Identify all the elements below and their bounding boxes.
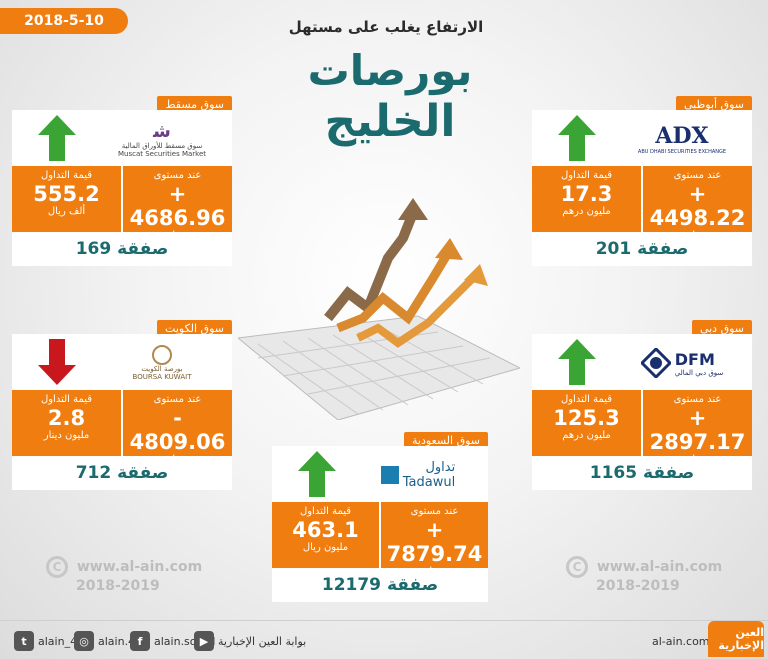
twitter-icon: t bbox=[14, 631, 34, 651]
up-arrow-icon bbox=[558, 339, 596, 385]
index-level: + 4686.96 bbox=[129, 182, 226, 230]
trade-value: 463.1 bbox=[292, 518, 359, 542]
social-twitter[interactable]: t alain_4u bbox=[14, 631, 84, 651]
market-card-kuwait: سوق الكويت بورصة الكويت BOURSA KUWAIT قي… bbox=[12, 320, 232, 490]
copyright-icon: C bbox=[46, 556, 68, 578]
index-level: + 4498.22 bbox=[649, 182, 746, 230]
facebook-icon: f bbox=[130, 631, 150, 651]
title-line-2: الخليج bbox=[324, 96, 456, 147]
points-label: نقطة bbox=[423, 566, 446, 577]
market-name: سوق السعودية bbox=[404, 432, 488, 450]
level-label: عند مستوى bbox=[153, 394, 202, 405]
value-unit: مليون ريال bbox=[302, 542, 349, 553]
down-arrow-icon bbox=[38, 339, 76, 385]
market-card-abudhabi: سوق أبوظبي ADX ABU DHABI SECURITIES EXCH… bbox=[532, 96, 752, 266]
site-url[interactable]: al-ain.com bbox=[652, 635, 710, 648]
value-label: قيمة التداول bbox=[40, 394, 93, 405]
deals-count: صفقة 712 bbox=[12, 456, 232, 490]
index-level: + 2897.17 bbox=[649, 406, 746, 454]
up-arrow-icon bbox=[38, 115, 76, 161]
dfm-logo: DFM سوق دبي المالي bbox=[622, 344, 742, 382]
value-label: قيمة التداول bbox=[299, 506, 352, 517]
watermark-left: C www.al-ain.com 2018-2019 bbox=[46, 556, 202, 594]
market-name: سوق دبي bbox=[691, 320, 752, 338]
title-line-1: بورصات bbox=[307, 46, 473, 95]
copyright-icon: C bbox=[566, 556, 588, 578]
deals-count: صفقة 201 bbox=[532, 232, 752, 266]
instagram-icon: ◎ bbox=[74, 631, 94, 651]
deals-count: صفقة 12179 bbox=[272, 568, 488, 602]
date-badge: 2018-5-10 bbox=[0, 8, 128, 34]
market-card-muscat: سوق مسقط ﺷ سوق مسقط للأوراق المالية Musc… bbox=[12, 96, 232, 266]
index-level: + 7879.74 bbox=[386, 518, 483, 566]
deals-count: صفقة 169 bbox=[12, 232, 232, 266]
watermark-right: C www.al-ain.com 2018-2019 bbox=[566, 556, 722, 594]
value-unit: مليون دينار bbox=[43, 430, 90, 441]
level-label: عند مستوى bbox=[673, 170, 722, 181]
brand-logo: العين الإخبارية bbox=[708, 621, 764, 657]
trade-value: 17.3 bbox=[560, 182, 613, 206]
subtitle: الارتفاع يغلب على مستهل bbox=[288, 18, 484, 36]
youtube-icon: ▶ bbox=[194, 631, 214, 651]
points-label: نقطة bbox=[166, 230, 189, 241]
market-name: سوق مسقط bbox=[157, 96, 232, 114]
value-label: قيمة التداول bbox=[560, 394, 613, 405]
value-label: قيمة التداول bbox=[560, 170, 613, 181]
up-arrow-icon bbox=[298, 451, 336, 497]
value-unit: ألف ريال bbox=[47, 206, 86, 217]
boursa-kuwait-logo: بورصة الكويت BOURSA KUWAIT bbox=[102, 344, 222, 382]
level-label: عند مستوى bbox=[673, 394, 722, 405]
level-label: عند مستوى bbox=[153, 170, 202, 181]
points-label: نقطة bbox=[686, 230, 709, 241]
rising-chart-illustration bbox=[238, 198, 520, 420]
value-unit: مليون درهم bbox=[562, 206, 611, 217]
trade-value: 555.2 bbox=[33, 182, 100, 206]
market-name: سوق الكويت bbox=[157, 320, 232, 338]
value-unit: مليون درهم bbox=[562, 430, 611, 441]
adx-logo: ADX ABU DHABI SECURITIES EXCHANGE bbox=[637, 123, 727, 155]
market-card-dubai: سوق دبي DFM سوق دبي المالي قيمة التداول … bbox=[532, 320, 752, 490]
deals-count: صفقة 1165 bbox=[532, 456, 752, 490]
tadawul-logo: تداول Tadawul bbox=[358, 456, 478, 494]
footer: t alain_4u ◎ alain.4u f alain.social ▶ ب… bbox=[0, 620, 768, 659]
up-arrow-icon bbox=[558, 115, 596, 161]
muscat-logo: ﺷ سوق مسقط للأوراق المالية Muscat Securi… bbox=[117, 120, 207, 158]
points-label: نقطة bbox=[686, 454, 709, 465]
points-label: نقطة bbox=[166, 454, 189, 465]
market-card-saudi: سوق السعودية تداول Tadawul قيمة التداول … bbox=[272, 432, 488, 602]
level-label: عند مستوى bbox=[410, 506, 459, 517]
social-youtube[interactable]: ▶ بوابة العين الإخبارية bbox=[194, 631, 306, 651]
trade-value: 125.3 bbox=[553, 406, 620, 430]
trade-value: 2.8 bbox=[47, 406, 86, 430]
index-level: - 4809.06 bbox=[129, 406, 226, 454]
value-label: قيمة التداول bbox=[40, 170, 93, 181]
market-name: سوق أبوظبي bbox=[676, 96, 752, 114]
